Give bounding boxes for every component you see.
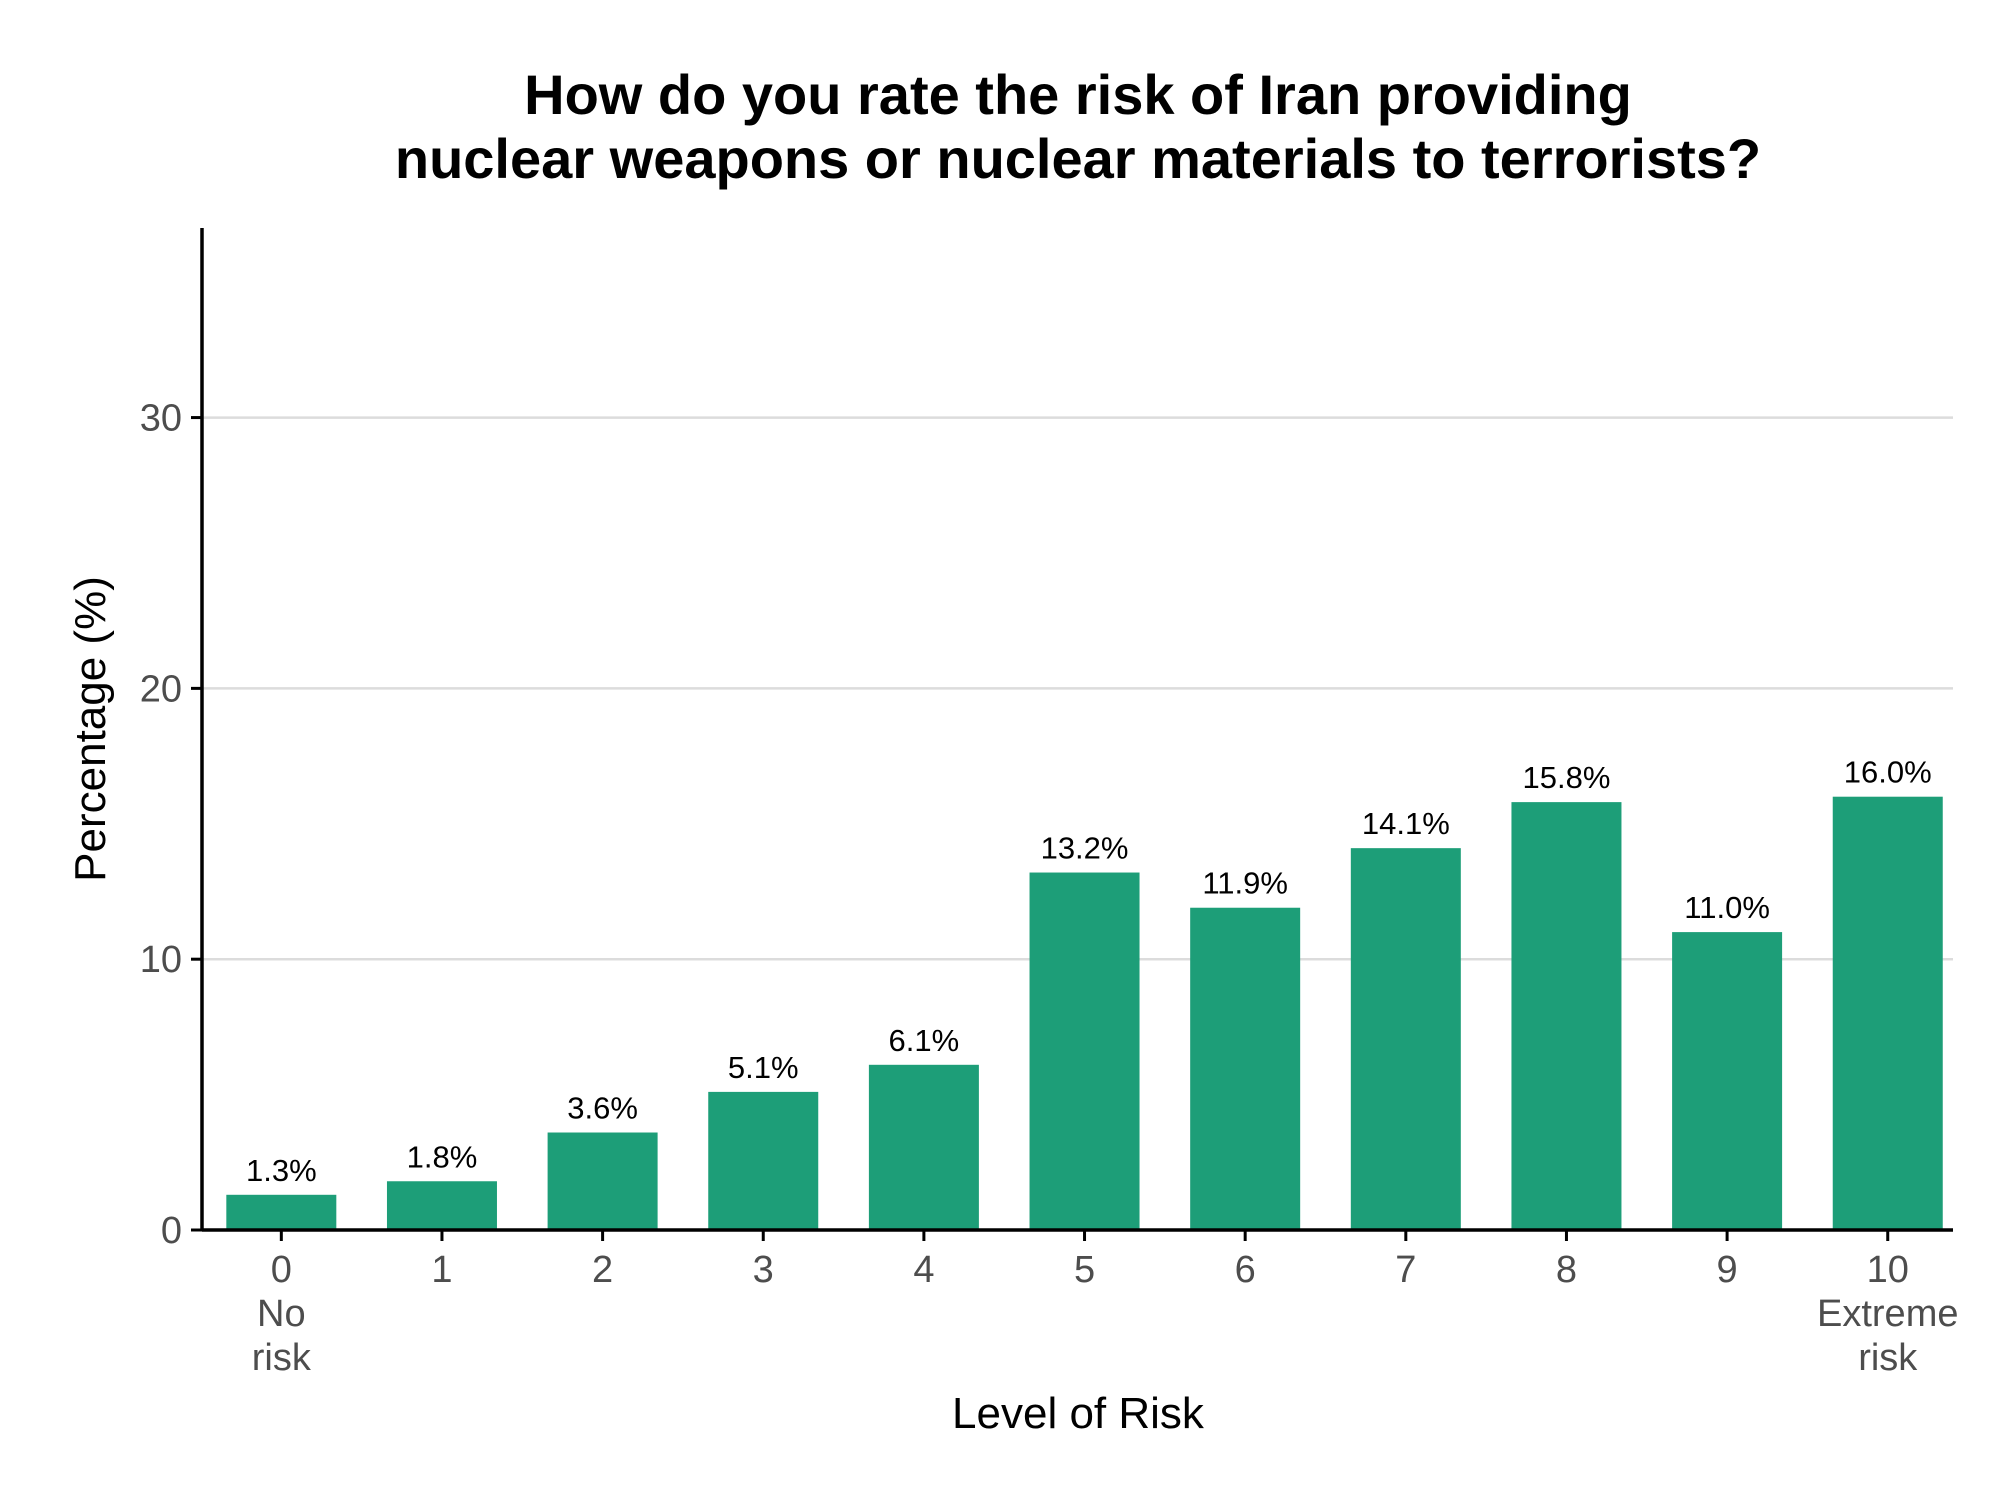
x-tick-label-10: 10 xyxy=(1867,1249,1909,1291)
bar-2 xyxy=(547,1132,658,1230)
x-tick-label-5: 5 xyxy=(1074,1249,1095,1291)
data-label-1: 1.8% xyxy=(407,1139,478,1174)
chart-title-line-2: nuclear weapons or nuclear materials to … xyxy=(395,127,1761,190)
y-tick-label-30: 30 xyxy=(140,398,182,440)
x-sublabel-0-1: No xyxy=(257,1293,306,1335)
data-label-5: 13.2% xyxy=(1041,831,1129,866)
x-sublabel-10-2: risk xyxy=(1858,1337,1918,1379)
x-tick-label-6: 6 xyxy=(1235,1249,1256,1291)
data-label-0: 1.3% xyxy=(246,1153,317,1188)
bar-7 xyxy=(1350,848,1461,1230)
y-tick-label-20: 20 xyxy=(140,668,182,710)
data-label-8: 15.8% xyxy=(1523,760,1611,795)
x-axis-title: Level of Risk xyxy=(952,1389,1205,1438)
x-sublabel-10-1: Extreme xyxy=(1817,1293,1958,1335)
x-tick-label-7: 7 xyxy=(1395,1249,1416,1291)
data-label-4: 6.1% xyxy=(889,1023,960,1058)
bar-8 xyxy=(1511,802,1622,1230)
bar-5 xyxy=(1029,872,1140,1230)
data-label-7: 14.1% xyxy=(1362,806,1450,841)
y-tick-label-10: 10 xyxy=(140,939,182,981)
x-tick-label-1: 1 xyxy=(431,1249,452,1291)
bars xyxy=(226,796,1943,1230)
x-tick-label-3: 3 xyxy=(753,1249,774,1291)
x-tick-label-8: 8 xyxy=(1556,1249,1577,1291)
chart-title: How do you rate the risk of Iran providi… xyxy=(395,63,1761,190)
data-labels: 1.3% 1.8% 3.6% 5.1% 6.1% 13.2% 11.9% 14.1% 15.8%… xyxy=(246,755,1932,1188)
x-tick-label-9: 9 xyxy=(1717,1249,1738,1291)
x-tick-label-4: 4 xyxy=(913,1249,934,1291)
bar-9 xyxy=(1672,932,1783,1230)
data-label-6: 11.9% xyxy=(1202,866,1288,901)
chart-title-line-1: How do you rate the risk of Iran providi… xyxy=(524,63,1632,126)
y-tick-labels: 0 10 20 30 xyxy=(140,398,202,1252)
data-label-2: 3.6% xyxy=(567,1091,638,1126)
bar-4 xyxy=(868,1064,979,1230)
x-sublabel-0-2: risk xyxy=(252,1337,312,1379)
x-tick-label-2: 2 xyxy=(592,1249,613,1291)
x-tick-label-0: 0 xyxy=(271,1249,292,1291)
bar-10 xyxy=(1832,796,1943,1230)
bar-1 xyxy=(386,1181,497,1230)
data-label-9: 11.0% xyxy=(1684,890,1770,925)
y-axis-title: Percentage (%) xyxy=(66,576,115,882)
bar-3 xyxy=(708,1091,819,1230)
bar-6 xyxy=(1190,907,1301,1230)
bar-0 xyxy=(226,1194,337,1230)
data-label-10: 16.0% xyxy=(1844,755,1932,790)
y-tick-label-0: 0 xyxy=(161,1210,182,1252)
axes xyxy=(200,228,1953,1232)
data-label-3: 5.1% xyxy=(728,1050,799,1085)
